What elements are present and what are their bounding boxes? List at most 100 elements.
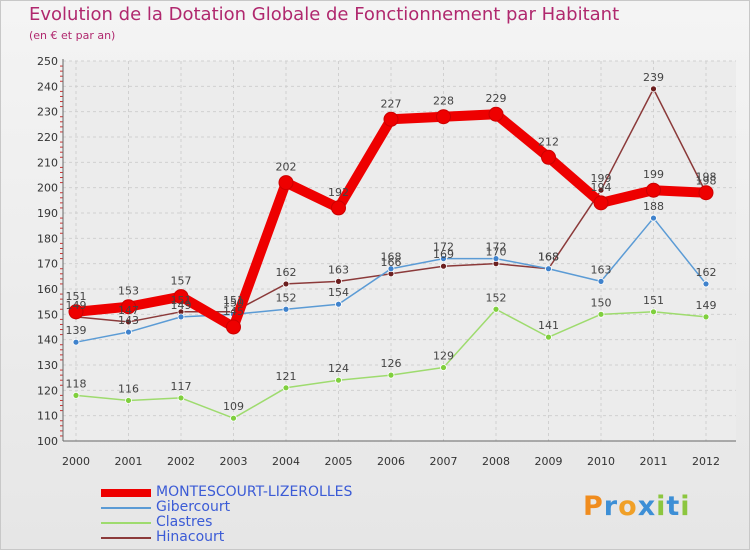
x-tick-label: 2012: [692, 455, 720, 468]
y-tick-label: 180: [37, 232, 58, 245]
data-label-gibercourt: 168: [538, 251, 559, 264]
legend-swatch-gibercourt: [101, 507, 151, 509]
data-label-hinacourt: 166: [381, 256, 402, 269]
data-point-montescourt: [121, 299, 136, 315]
data-label-hinacourt: 147: [118, 304, 139, 317]
data-label-clastres: 117: [171, 380, 192, 393]
data-label-clastres: 150: [591, 296, 612, 309]
logo-letter: P: [583, 491, 604, 522]
data-label-clastres: 124: [328, 362, 349, 375]
data-label-gibercourt: 162: [696, 266, 717, 279]
data-label-hinacourt: 163: [328, 263, 349, 276]
data-point-montescourt: [226, 319, 241, 335]
data-point-gibercourt: [282, 305, 290, 313]
data-point-clastres: [492, 305, 500, 313]
data-label-hinacourt: 162: [276, 266, 297, 279]
data-label-clastres: 116: [118, 382, 139, 395]
x-tick-label: 2011: [640, 455, 668, 468]
data-label-gibercourt: 168: [381, 251, 402, 264]
data-point-montescourt: [278, 175, 294, 191]
data-point-gibercourt: [492, 255, 500, 263]
data-point-montescourt: [593, 195, 609, 211]
data-point-clastres: [335, 376, 342, 384]
legend-label: MONTESCOURT-LIZEROLLES: [156, 484, 353, 500]
data-point-gibercourt: [597, 277, 605, 285]
data-point-gibercourt: [125, 328, 132, 336]
x-tick-label: 2009: [535, 455, 563, 468]
x-tick-label: 2006: [377, 455, 405, 468]
data-label-montescourt: 153: [118, 285, 139, 298]
data-label-hinacourt: 170: [486, 246, 507, 259]
data-point-clastres: [125, 397, 132, 404]
y-tick-label: 140: [37, 334, 58, 347]
y-tick-label: 150: [37, 308, 58, 321]
data-label-clastres: 152: [486, 291, 507, 304]
data-label-hinacourt: 151: [171, 294, 192, 307]
x-tick-label: 2002: [167, 455, 195, 468]
data-point-montescourt: [698, 185, 714, 201]
data-point-clastres: [702, 313, 710, 321]
data-point-hinacourt: [125, 318, 132, 326]
data-label-clastres: 109: [223, 400, 244, 413]
data-label-hinacourt: 149: [66, 299, 87, 312]
data-label-hinacourt: 199: [591, 172, 612, 185]
data-label-hinacourt: 198: [696, 175, 717, 188]
data-point-clastres: [440, 364, 447, 371]
legend-label: Gibercourt: [156, 499, 231, 515]
logo-letter: i: [680, 491, 691, 522]
data-label-gibercourt: 150: [223, 296, 244, 309]
y-tick-label: 240: [37, 80, 58, 93]
proxiti-logo: Proxiti: [583, 491, 691, 522]
logo-letter: x: [637, 491, 657, 522]
data-point-clastres: [387, 371, 395, 379]
data-label-montescourt: 202: [276, 161, 297, 174]
data-label-hinacourt: 168: [538, 251, 559, 264]
data-point-clastres: [282, 384, 290, 392]
data-label-hinacourt: 151: [223, 294, 244, 307]
x-tick-label: 2001: [115, 455, 143, 468]
y-tick-label: 110: [37, 410, 58, 423]
data-point-gibercourt: [545, 265, 552, 273]
x-tick-label: 2010: [587, 455, 615, 468]
legend-label: Hinacourt: [156, 529, 225, 545]
chart-subtitle: (en € et par an): [29, 29, 116, 42]
y-tick-label: 190: [37, 207, 58, 220]
data-label-clastres: 129: [433, 350, 454, 363]
data-point-hinacourt: [335, 277, 342, 285]
data-point-clastres: [650, 308, 657, 316]
y-tick-label: 220: [37, 131, 58, 144]
y-tick-label: 130: [37, 359, 58, 372]
data-point-gibercourt: [650, 214, 657, 222]
data-label-clastres: 141: [538, 319, 559, 332]
legend-swatch-montescourt: [101, 489, 151, 497]
data-label-gibercourt: 143: [118, 314, 139, 327]
data-label-clastres: 121: [276, 370, 297, 383]
y-tick-label: 100: [37, 435, 58, 448]
data-point-gibercourt: [335, 300, 342, 308]
data-label-clastres: 151: [643, 294, 664, 307]
data-point-hinacourt: [597, 186, 605, 194]
data-point-montescourt: [646, 182, 661, 198]
legend-swatch-hinacourt: [101, 537, 151, 539]
y-tick-label: 250: [37, 55, 58, 68]
y-tick-label: 170: [37, 258, 58, 271]
y-tick-label: 230: [37, 106, 58, 119]
data-label-montescourt: 212: [538, 135, 559, 148]
data-point-montescourt: [68, 304, 84, 320]
y-tick-label: 160: [37, 283, 58, 296]
data-point-gibercourt: [387, 265, 395, 273]
data-point-hinacourt: [650, 85, 657, 93]
logo-letter: o: [618, 491, 638, 522]
data-label-gibercourt: 139: [66, 324, 87, 337]
data-label-gibercourt: 163: [591, 263, 612, 276]
data-label-gibercourt: 172: [486, 241, 507, 254]
data-label-montescourt: 157: [171, 275, 192, 288]
data-point-montescourt: [331, 200, 346, 216]
data-label-montescourt: 151: [66, 290, 87, 303]
data-point-clastres: [545, 333, 552, 341]
legend-swatch-clastres: [101, 522, 151, 524]
x-tick-label: 2008: [482, 455, 510, 468]
data-point-montescourt: [436, 109, 451, 125]
data-label-clastres: 118: [66, 377, 87, 390]
data-point-hinacourt: [282, 280, 290, 288]
